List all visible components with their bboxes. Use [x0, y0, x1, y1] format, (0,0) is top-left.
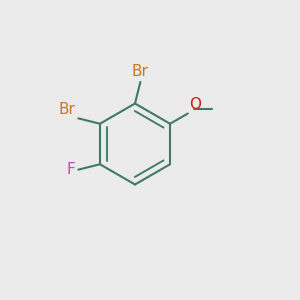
- Text: Br: Br: [132, 64, 149, 80]
- Text: Br: Br: [58, 102, 75, 117]
- Text: F: F: [67, 162, 75, 177]
- Text: O: O: [189, 97, 201, 112]
